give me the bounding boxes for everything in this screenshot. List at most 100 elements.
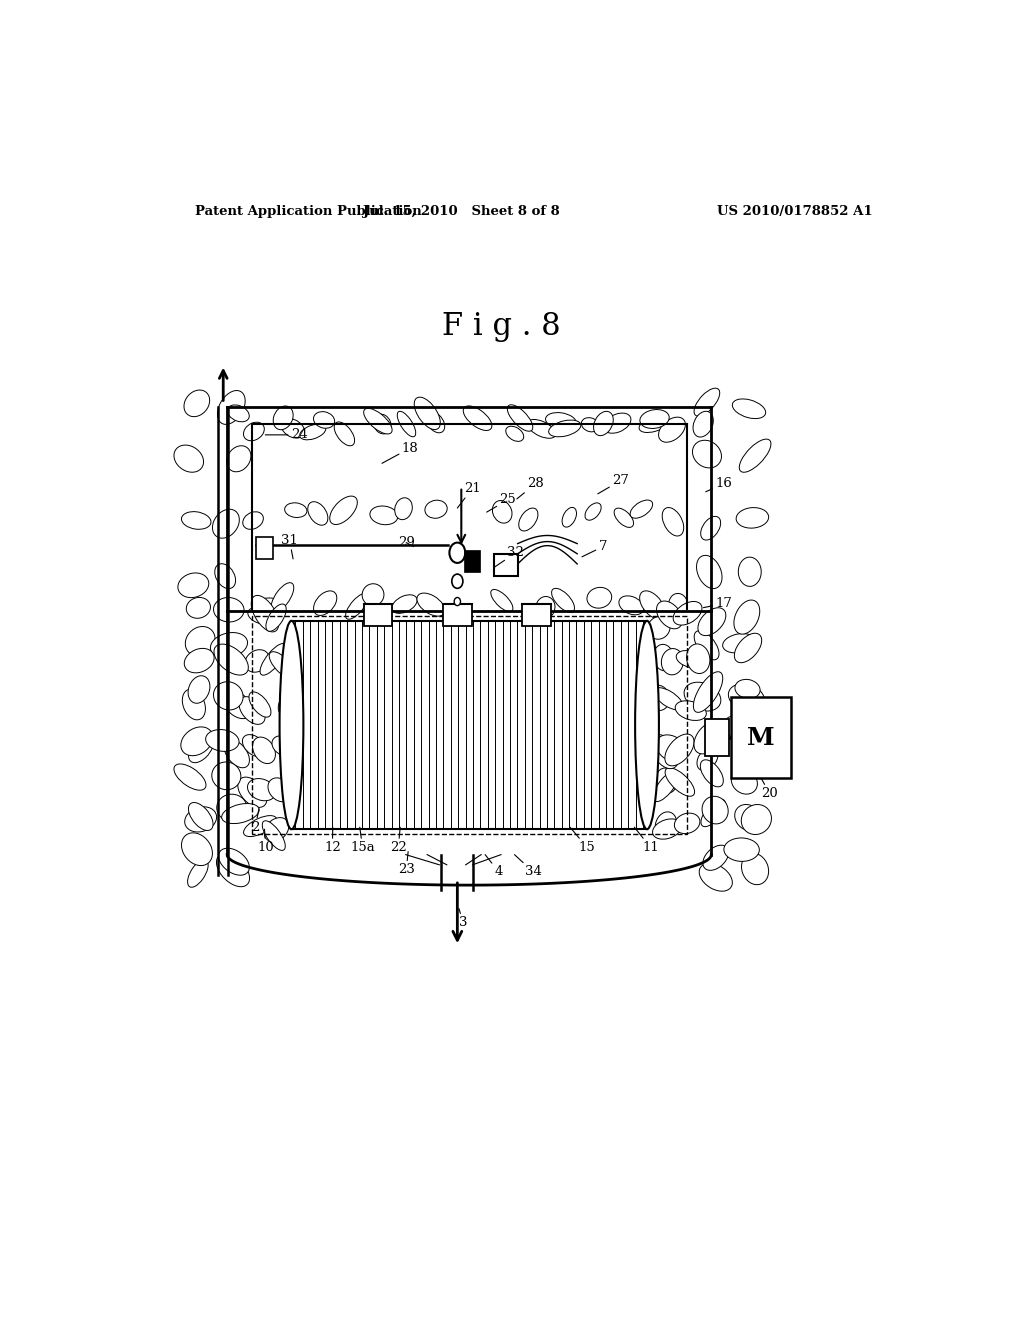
Ellipse shape bbox=[217, 795, 247, 821]
Ellipse shape bbox=[300, 424, 326, 440]
Ellipse shape bbox=[732, 399, 766, 418]
Ellipse shape bbox=[394, 498, 413, 520]
Text: 24: 24 bbox=[265, 429, 307, 441]
Ellipse shape bbox=[653, 688, 683, 710]
Ellipse shape bbox=[313, 412, 335, 428]
Ellipse shape bbox=[212, 762, 241, 789]
Text: 10: 10 bbox=[257, 829, 274, 854]
Ellipse shape bbox=[728, 684, 765, 711]
Ellipse shape bbox=[214, 598, 244, 622]
Ellipse shape bbox=[213, 681, 243, 710]
Ellipse shape bbox=[640, 409, 670, 429]
Ellipse shape bbox=[675, 813, 700, 834]
Ellipse shape bbox=[662, 648, 683, 675]
Ellipse shape bbox=[362, 583, 384, 606]
Ellipse shape bbox=[244, 816, 276, 837]
Ellipse shape bbox=[736, 508, 769, 528]
Text: M: M bbox=[748, 726, 775, 750]
Ellipse shape bbox=[334, 422, 354, 446]
Ellipse shape bbox=[724, 838, 760, 862]
Ellipse shape bbox=[675, 701, 707, 721]
Text: 17: 17 bbox=[703, 597, 732, 610]
Ellipse shape bbox=[676, 651, 707, 668]
Ellipse shape bbox=[594, 412, 613, 436]
Bar bbox=[256, 536, 273, 558]
Ellipse shape bbox=[639, 416, 669, 433]
Ellipse shape bbox=[184, 648, 214, 673]
Ellipse shape bbox=[210, 632, 248, 657]
Ellipse shape bbox=[635, 620, 658, 829]
Ellipse shape bbox=[262, 821, 286, 850]
Text: 20: 20 bbox=[761, 779, 778, 800]
Ellipse shape bbox=[656, 601, 682, 628]
Circle shape bbox=[450, 543, 465, 562]
Bar bbox=[364, 603, 392, 626]
Ellipse shape bbox=[527, 420, 556, 438]
Ellipse shape bbox=[731, 770, 758, 795]
Ellipse shape bbox=[188, 803, 213, 830]
Ellipse shape bbox=[217, 391, 245, 425]
Ellipse shape bbox=[248, 606, 283, 626]
Ellipse shape bbox=[692, 441, 722, 467]
Ellipse shape bbox=[684, 682, 721, 711]
Bar bbox=[705, 719, 729, 756]
Ellipse shape bbox=[725, 717, 751, 746]
Text: 18: 18 bbox=[382, 442, 419, 463]
Ellipse shape bbox=[266, 605, 287, 631]
Ellipse shape bbox=[370, 506, 398, 524]
Ellipse shape bbox=[702, 845, 729, 870]
Ellipse shape bbox=[734, 634, 762, 663]
Text: 11: 11 bbox=[634, 828, 659, 854]
Ellipse shape bbox=[614, 508, 634, 528]
Ellipse shape bbox=[181, 727, 213, 756]
Ellipse shape bbox=[426, 412, 444, 433]
Ellipse shape bbox=[181, 512, 211, 529]
Ellipse shape bbox=[221, 804, 259, 824]
Ellipse shape bbox=[187, 859, 208, 887]
Ellipse shape bbox=[243, 735, 266, 756]
Text: Patent Application Publication: Patent Application Publication bbox=[196, 205, 422, 218]
Ellipse shape bbox=[308, 502, 328, 525]
Ellipse shape bbox=[738, 557, 761, 586]
Ellipse shape bbox=[182, 689, 206, 719]
Text: 4: 4 bbox=[485, 854, 503, 878]
Ellipse shape bbox=[653, 644, 674, 671]
Ellipse shape bbox=[279, 684, 302, 714]
Ellipse shape bbox=[699, 863, 732, 891]
Ellipse shape bbox=[214, 644, 249, 675]
Ellipse shape bbox=[215, 564, 236, 589]
Text: 12: 12 bbox=[324, 828, 341, 854]
Ellipse shape bbox=[655, 812, 677, 838]
Ellipse shape bbox=[244, 422, 264, 441]
Ellipse shape bbox=[647, 685, 670, 710]
Ellipse shape bbox=[186, 598, 211, 618]
Ellipse shape bbox=[650, 735, 679, 768]
Ellipse shape bbox=[425, 500, 447, 519]
Ellipse shape bbox=[330, 496, 357, 524]
Ellipse shape bbox=[248, 779, 275, 801]
Ellipse shape bbox=[735, 804, 762, 830]
Ellipse shape bbox=[238, 777, 267, 808]
Ellipse shape bbox=[536, 597, 555, 619]
Ellipse shape bbox=[734, 601, 760, 634]
Ellipse shape bbox=[739, 738, 767, 771]
Ellipse shape bbox=[269, 652, 296, 680]
Ellipse shape bbox=[693, 412, 714, 437]
Text: Jul. 15, 2010   Sheet 8 of 8: Jul. 15, 2010 Sheet 8 of 8 bbox=[362, 205, 560, 218]
Ellipse shape bbox=[723, 634, 756, 653]
Circle shape bbox=[455, 598, 461, 606]
Text: 32: 32 bbox=[495, 546, 524, 568]
Ellipse shape bbox=[206, 730, 239, 751]
Ellipse shape bbox=[618, 595, 644, 615]
Ellipse shape bbox=[656, 735, 686, 762]
Bar bbox=[464, 549, 479, 572]
Ellipse shape bbox=[188, 676, 210, 704]
Ellipse shape bbox=[364, 408, 392, 434]
Text: US 2010/0178852 A1: US 2010/0178852 A1 bbox=[717, 205, 872, 218]
Ellipse shape bbox=[652, 818, 682, 840]
Ellipse shape bbox=[251, 595, 279, 632]
Ellipse shape bbox=[272, 735, 295, 756]
Ellipse shape bbox=[392, 595, 417, 614]
Ellipse shape bbox=[264, 817, 289, 842]
Text: 27: 27 bbox=[598, 474, 629, 494]
